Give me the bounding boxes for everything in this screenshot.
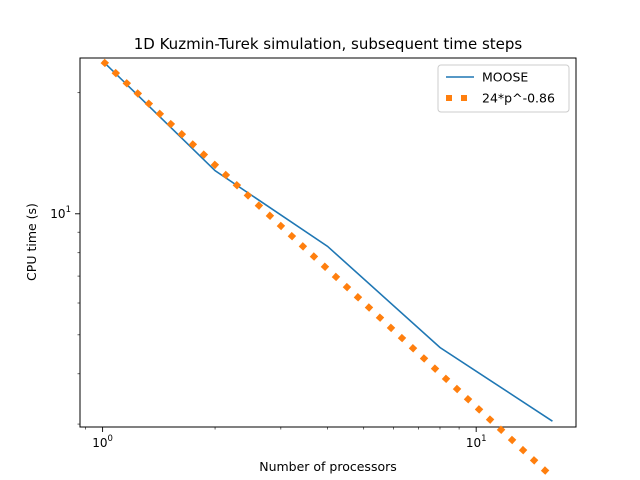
x-tick-label: 101 bbox=[466, 434, 487, 450]
legend-label: 24*p^-0.86 bbox=[482, 91, 555, 106]
chart-title: 1D Kuzmin-Turek simulation, subsequent t… bbox=[134, 35, 523, 53]
series-line-0 bbox=[102, 60, 553, 422]
x-axis-label: Number of processors bbox=[259, 459, 397, 474]
series-line-1 bbox=[100, 58, 555, 480]
y-tick-label: 101 bbox=[50, 205, 71, 221]
x-tick-label: 100 bbox=[92, 434, 113, 450]
legend: MOOSE 24*p^-0.86 bbox=[437, 64, 570, 113]
y-axis-label: CPU time (s) bbox=[24, 203, 39, 281]
plot-area bbox=[79, 57, 577, 428]
ticks-layer: 100 101 101 bbox=[50, 92, 487, 450]
series-layer bbox=[100, 58, 555, 480]
legend-label: MOOSE bbox=[482, 70, 528, 85]
